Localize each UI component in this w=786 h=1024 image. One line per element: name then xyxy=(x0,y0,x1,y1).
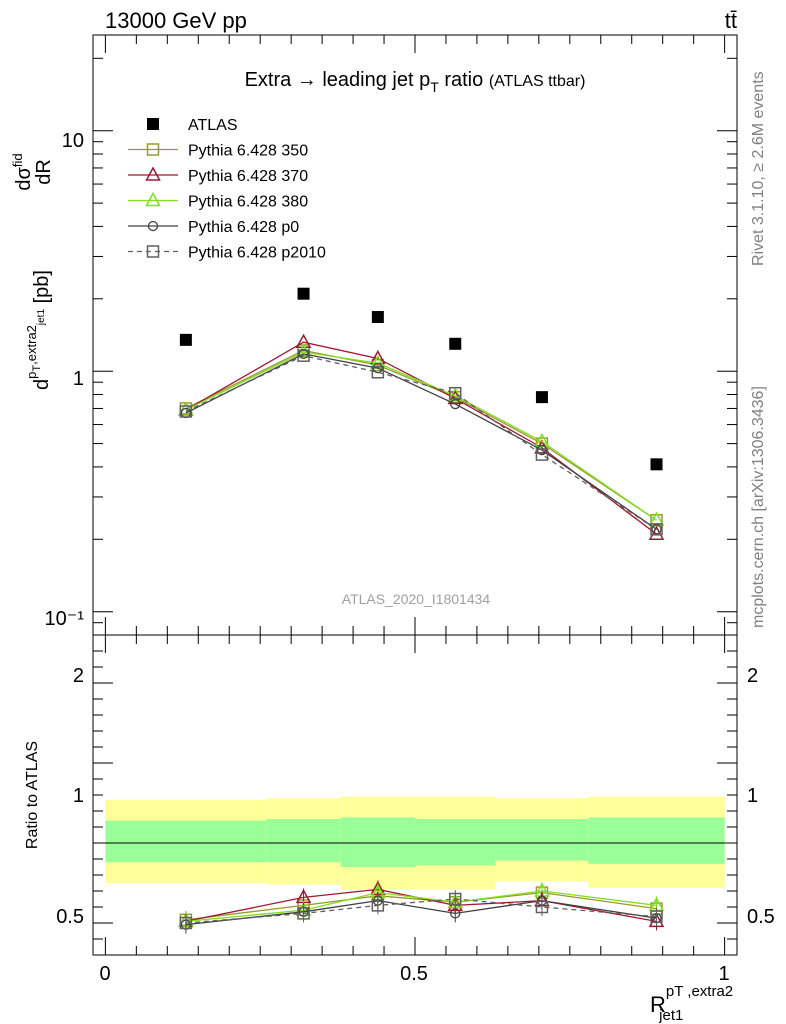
legend-marker-0 xyxy=(146,143,160,156)
atlas-point-1 xyxy=(297,287,310,300)
series-line-1 xyxy=(185,341,657,535)
green-band-5 xyxy=(588,817,725,864)
series-line-0 xyxy=(185,349,657,521)
green-band-2 xyxy=(340,817,415,867)
series-point-3-3 xyxy=(450,398,461,410)
series-point-1-1 xyxy=(295,333,312,348)
ratio-line-0 xyxy=(185,891,657,921)
svg-text:dR: dR xyxy=(33,159,55,185)
series-point-2-4 xyxy=(534,432,550,448)
x-tick-label-0.5: 0.5 xyxy=(400,963,428,985)
legend: ATLAS Pythia 6.428 350 Pythia 6.428 370 Pyt… xyxy=(128,117,326,262)
ratio-y-tick-label-0.5: 0.5 xyxy=(56,906,84,928)
energy-label: 13000 GeV pp xyxy=(105,8,247,33)
atlas-point-2 xyxy=(371,311,384,324)
series-point-3-5 xyxy=(651,524,662,535)
svg-text:dσfid: dσfid xyxy=(10,153,35,190)
chart-title: Extra → leading jet pT ratio (ATLAS ttba… xyxy=(245,69,586,95)
main-plot-series xyxy=(178,287,665,540)
ratio-y-tick-label-2: 2 xyxy=(73,665,84,687)
main-y-axis-label: dpT,extra2jet1 [pb] xyxy=(24,270,53,390)
series-point-4-0 xyxy=(179,405,193,418)
series-point-2-0 xyxy=(178,401,194,416)
series-line-2 xyxy=(185,351,657,521)
series-point-4-5 xyxy=(650,523,663,536)
svg-text:dpT,extra2jet1 [pb]: dpT,extra2jet1 [pb] xyxy=(24,270,53,390)
legend-marker-atlas xyxy=(147,118,159,130)
ratio-point-4-0 xyxy=(179,916,193,930)
series-point-4-3 xyxy=(449,386,462,400)
rivet-version-label: Rivet 3.1.10, ≥ 2.6M events xyxy=(750,71,767,266)
ratio-y-tick-label-1: 1 xyxy=(73,785,84,807)
ratio-point-4-1 xyxy=(297,907,310,920)
green-band-1 xyxy=(266,819,341,863)
x-axis-label: RpT ,extra2 jet1 xyxy=(650,983,733,1024)
process-label: tt̄ xyxy=(725,8,737,33)
series-point-4-4 xyxy=(535,448,549,461)
ratio-point-4-3 xyxy=(449,892,462,906)
ratio-line-2 xyxy=(185,890,657,923)
series-point-4-2 xyxy=(371,365,385,379)
series-point-4-1 xyxy=(297,349,310,362)
legend-label-2: Pythia 6.428 380 xyxy=(188,194,308,211)
ratio-y-tick-label-right-2: 2 xyxy=(747,665,758,687)
green-band-3 xyxy=(415,819,496,866)
ratio-y-tick-label-right-1: 1 xyxy=(747,785,758,807)
ratio-point-4-5 xyxy=(650,910,663,923)
main-y-tick-label-10: 10 xyxy=(62,130,84,152)
atlas-point-4 xyxy=(535,391,548,404)
ratio-panel-frame xyxy=(92,634,738,956)
series-point-3-4 xyxy=(536,444,548,456)
legend-marker-2 xyxy=(145,191,161,207)
legend-label-atlas: ATLAS xyxy=(188,117,238,134)
ratio-line-3 xyxy=(185,899,657,926)
legend-label-4: Pythia 6.428 p2010 xyxy=(188,245,326,262)
main-y-axis-label-fraction: dσfid dR xyxy=(10,153,55,190)
green-band-4 xyxy=(495,819,589,861)
x-tick-label-1: 1 xyxy=(718,963,729,985)
legend-label-3: Pythia 6.428 p0 xyxy=(188,219,299,236)
green-band-0 xyxy=(105,820,267,863)
ratio-point-3-3 xyxy=(450,908,461,919)
legend-marker-1 xyxy=(145,166,161,181)
series-line-4 xyxy=(185,355,657,530)
ratio-y-axis-label: Ratio to ATLAS xyxy=(24,741,41,849)
analysis-watermark: ATLAS_2020_I1801434 xyxy=(342,591,491,607)
series-point-3-2 xyxy=(372,362,383,374)
atlas-point-3 xyxy=(449,337,462,350)
ratio-y-tick-label-right-0.5: 0.5 xyxy=(747,906,775,928)
ratio-point-4-4 xyxy=(535,900,549,914)
legend-label-1: Pythia 6.428 370 xyxy=(188,168,308,185)
series-point-3-1 xyxy=(298,348,309,360)
legend-marker-3 xyxy=(147,220,159,232)
mcplots-label: mcplots.cern.ch [arXiv:1306.3436] xyxy=(750,386,767,628)
legend-label-0: Pythia 6.428 350 xyxy=(188,143,308,160)
atlas-point-0 xyxy=(179,333,192,346)
series-line-3 xyxy=(185,353,657,530)
ratio-point-4-2 xyxy=(371,899,385,912)
main-y-tick-label-1: 1 xyxy=(73,368,84,390)
atlas-point-5 xyxy=(650,458,663,471)
ratio-plot-series xyxy=(178,880,665,934)
legend-marker-4 xyxy=(146,245,160,258)
main-y-tick-label-0.1: 10⁻¹ xyxy=(45,608,85,630)
x-tick-label-0: 0 xyxy=(99,963,110,985)
